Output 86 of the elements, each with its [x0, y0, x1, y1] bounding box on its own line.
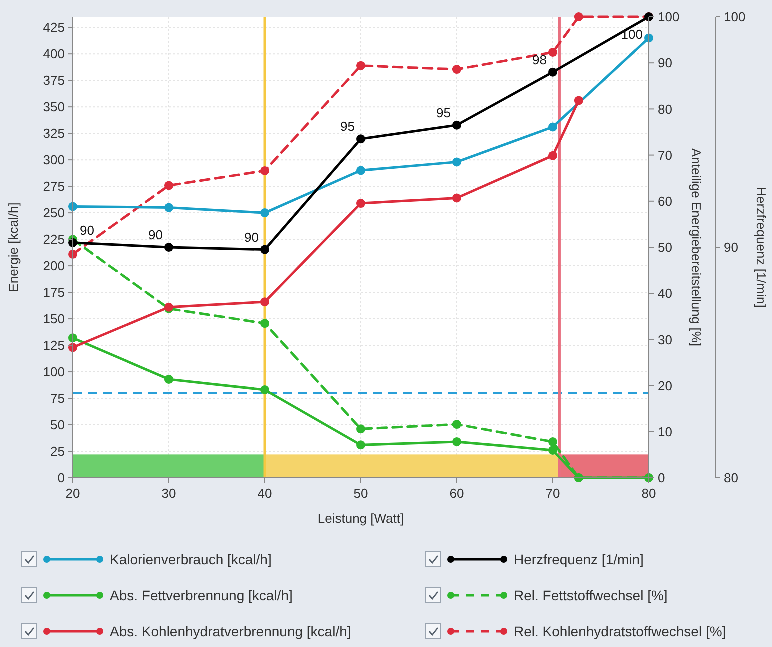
x-tick-label: 30 [162, 486, 176, 501]
point [548, 438, 558, 447]
point [356, 134, 366, 144]
y-tick-label: 25 [50, 444, 65, 460]
y-tick-label: 150 [43, 312, 65, 327]
point [164, 181, 174, 190]
point [548, 122, 558, 132]
y-tick-label: 425 [43, 20, 65, 36]
y-tick-label: 400 [43, 46, 65, 62]
point [452, 65, 462, 74]
point [164, 374, 174, 384]
y-tick-label: 275 [43, 179, 65, 194]
y-tick-label: 200 [43, 258, 65, 274]
legend-label: Kalorienverbrauch [kcal/h] [110, 551, 272, 568]
point [356, 440, 366, 450]
y3-tick-label: 100 [724, 10, 746, 25]
y2-tick-label: 40 [658, 286, 672, 302]
y2-tick-label: 50 [658, 240, 672, 256]
y-tick-label: 75 [50, 391, 65, 406]
point [452, 194, 462, 203]
point [548, 48, 558, 57]
y-tick-label: 350 [43, 100, 65, 115]
point [548, 151, 558, 160]
y2-tick-label: 30 [658, 332, 672, 348]
x-tick-label: 70 [546, 486, 560, 501]
legend-label: Abs. Kohlenhydratverbrennung [kcal/h] [110, 623, 352, 640]
point [260, 298, 270, 307]
point [452, 158, 462, 167]
data-label: 90 [244, 230, 259, 245]
x-tick-label: 40 [258, 486, 272, 501]
data-label: 100 [621, 27, 643, 42]
point [356, 61, 366, 70]
legend-label: Rel. Fettstoffwechsel [%] [514, 587, 668, 604]
y3-axis-title: Herzfrequenz [1/min] [754, 187, 769, 308]
y-tick-label: 50 [50, 418, 65, 433]
point [548, 446, 558, 455]
y-tick-label: 250 [43, 206, 65, 221]
point [260, 166, 270, 176]
x-tick-label: 80 [642, 486, 656, 501]
y2-tick-label: 20 [658, 378, 672, 394]
y-tick-label: 225 [43, 232, 65, 248]
x-tick-label: 50 [354, 486, 368, 501]
y-tick-label: 100 [43, 364, 65, 380]
y-tick-label: 125 [43, 338, 65, 354]
data-label: 95 [340, 119, 355, 134]
y2-tick-label: 60 [658, 194, 672, 209]
point [452, 120, 462, 130]
x-tick-label: 20 [66, 486, 80, 501]
y-tick-label: 375 [43, 73, 65, 88]
data-label: 98 [532, 52, 547, 68]
y2-axis-title: Anteilige Energiebereitstellung [%] [689, 148, 704, 347]
y2-tick-label: 80 [658, 102, 672, 117]
y3-tick-label: 80 [724, 470, 738, 486]
y2-tick-label: 10 [658, 424, 672, 440]
legend-label: Abs. Fettverbrennung [kcal/h] [110, 587, 293, 604]
point [574, 96, 584, 106]
point [164, 203, 174, 212]
point [548, 68, 558, 77]
legend-label: Herzfrequenz [1/min] [514, 551, 644, 568]
legend-label: Rel. Kohlenhydratstoffwechsel [%] [514, 623, 726, 640]
x-tick-label: 60 [450, 486, 464, 501]
y-tick-label: 175 [43, 285, 65, 300]
y2-tick-label: 0 [658, 470, 666, 486]
point [260, 208, 270, 218]
y-axis-title: Energie [kcal/h] [6, 202, 21, 292]
y-tick-label: 300 [43, 152, 65, 168]
point [164, 243, 174, 252]
point [260, 245, 270, 254]
data-label: 90 [80, 222, 94, 238]
y2-tick-label: 90 [658, 56, 672, 71]
point [574, 12, 584, 22]
x-axis-title: Leistung [Watt] [318, 511, 404, 526]
y-tick-label: 0 [58, 470, 65, 486]
data-label: 95 [436, 105, 451, 120]
data-label: 90 [148, 228, 163, 242]
point [356, 166, 366, 176]
point [452, 420, 462, 430]
y3-tick-label: 90 [724, 240, 738, 256]
y-tick-label: 325 [43, 126, 65, 142]
point [260, 386, 270, 395]
point [356, 199, 366, 208]
point [452, 437, 462, 446]
y2-tick-label: 100 [658, 10, 680, 25]
point [356, 424, 366, 434]
point [260, 319, 270, 328]
y2-tick-label: 70 [658, 148, 672, 163]
